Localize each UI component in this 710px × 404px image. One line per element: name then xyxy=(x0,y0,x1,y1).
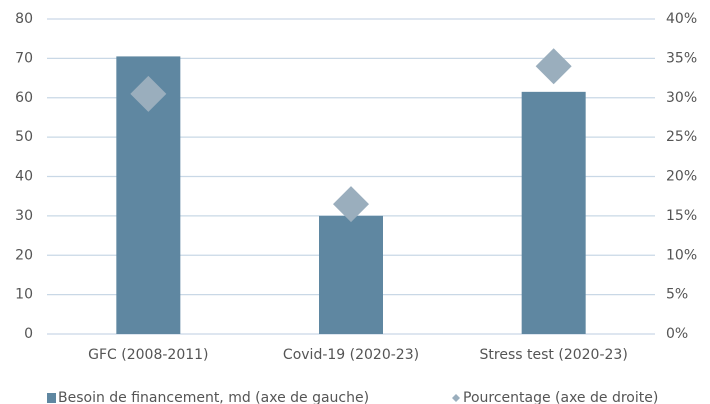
y2-tick-label: 5% xyxy=(666,287,688,303)
y2-tick-label: 25% xyxy=(666,129,697,145)
diamond-marker xyxy=(535,48,572,85)
x-tick-label: GFC (2008-2011) xyxy=(88,347,208,363)
y2-tick-label: 35% xyxy=(666,50,697,66)
y2-tick-label: 0% xyxy=(666,326,688,342)
y-tick-label: 70 xyxy=(15,50,33,66)
y-tick-label: 40 xyxy=(15,169,33,185)
bar xyxy=(319,215,383,334)
y2-tick-label: 30% xyxy=(666,90,697,106)
y2-tick-label: 15% xyxy=(666,208,697,224)
y-tick-label: 20 xyxy=(15,247,33,263)
legend-marker xyxy=(47,393,56,403)
legend-label: Besoin de financement, md (axe de gauche… xyxy=(58,390,369,404)
y2-tick-label: 40% xyxy=(666,11,697,27)
y-tick-label: 30 xyxy=(15,208,33,224)
x-tick-label: Stress test (2020-23) xyxy=(480,347,628,363)
y-tick-label: 80 xyxy=(15,11,33,27)
legend-marker xyxy=(452,394,460,402)
y2-tick-label: 10% xyxy=(666,247,697,263)
bar xyxy=(521,91,586,334)
diamond-marker xyxy=(130,75,167,112)
y2-tick-label: 20% xyxy=(666,169,697,185)
x-tick-label: Covid-19 (2020-23) xyxy=(283,347,419,363)
y-tick-label: 50 xyxy=(15,129,33,145)
legend-label: Pourcentage (axe de droite) xyxy=(463,390,658,404)
diamond-marker xyxy=(333,186,369,223)
y-tick-label: 0 xyxy=(24,326,33,342)
y-tick-label: 60 xyxy=(15,90,33,106)
y-tick-label: 10 xyxy=(15,287,33,303)
